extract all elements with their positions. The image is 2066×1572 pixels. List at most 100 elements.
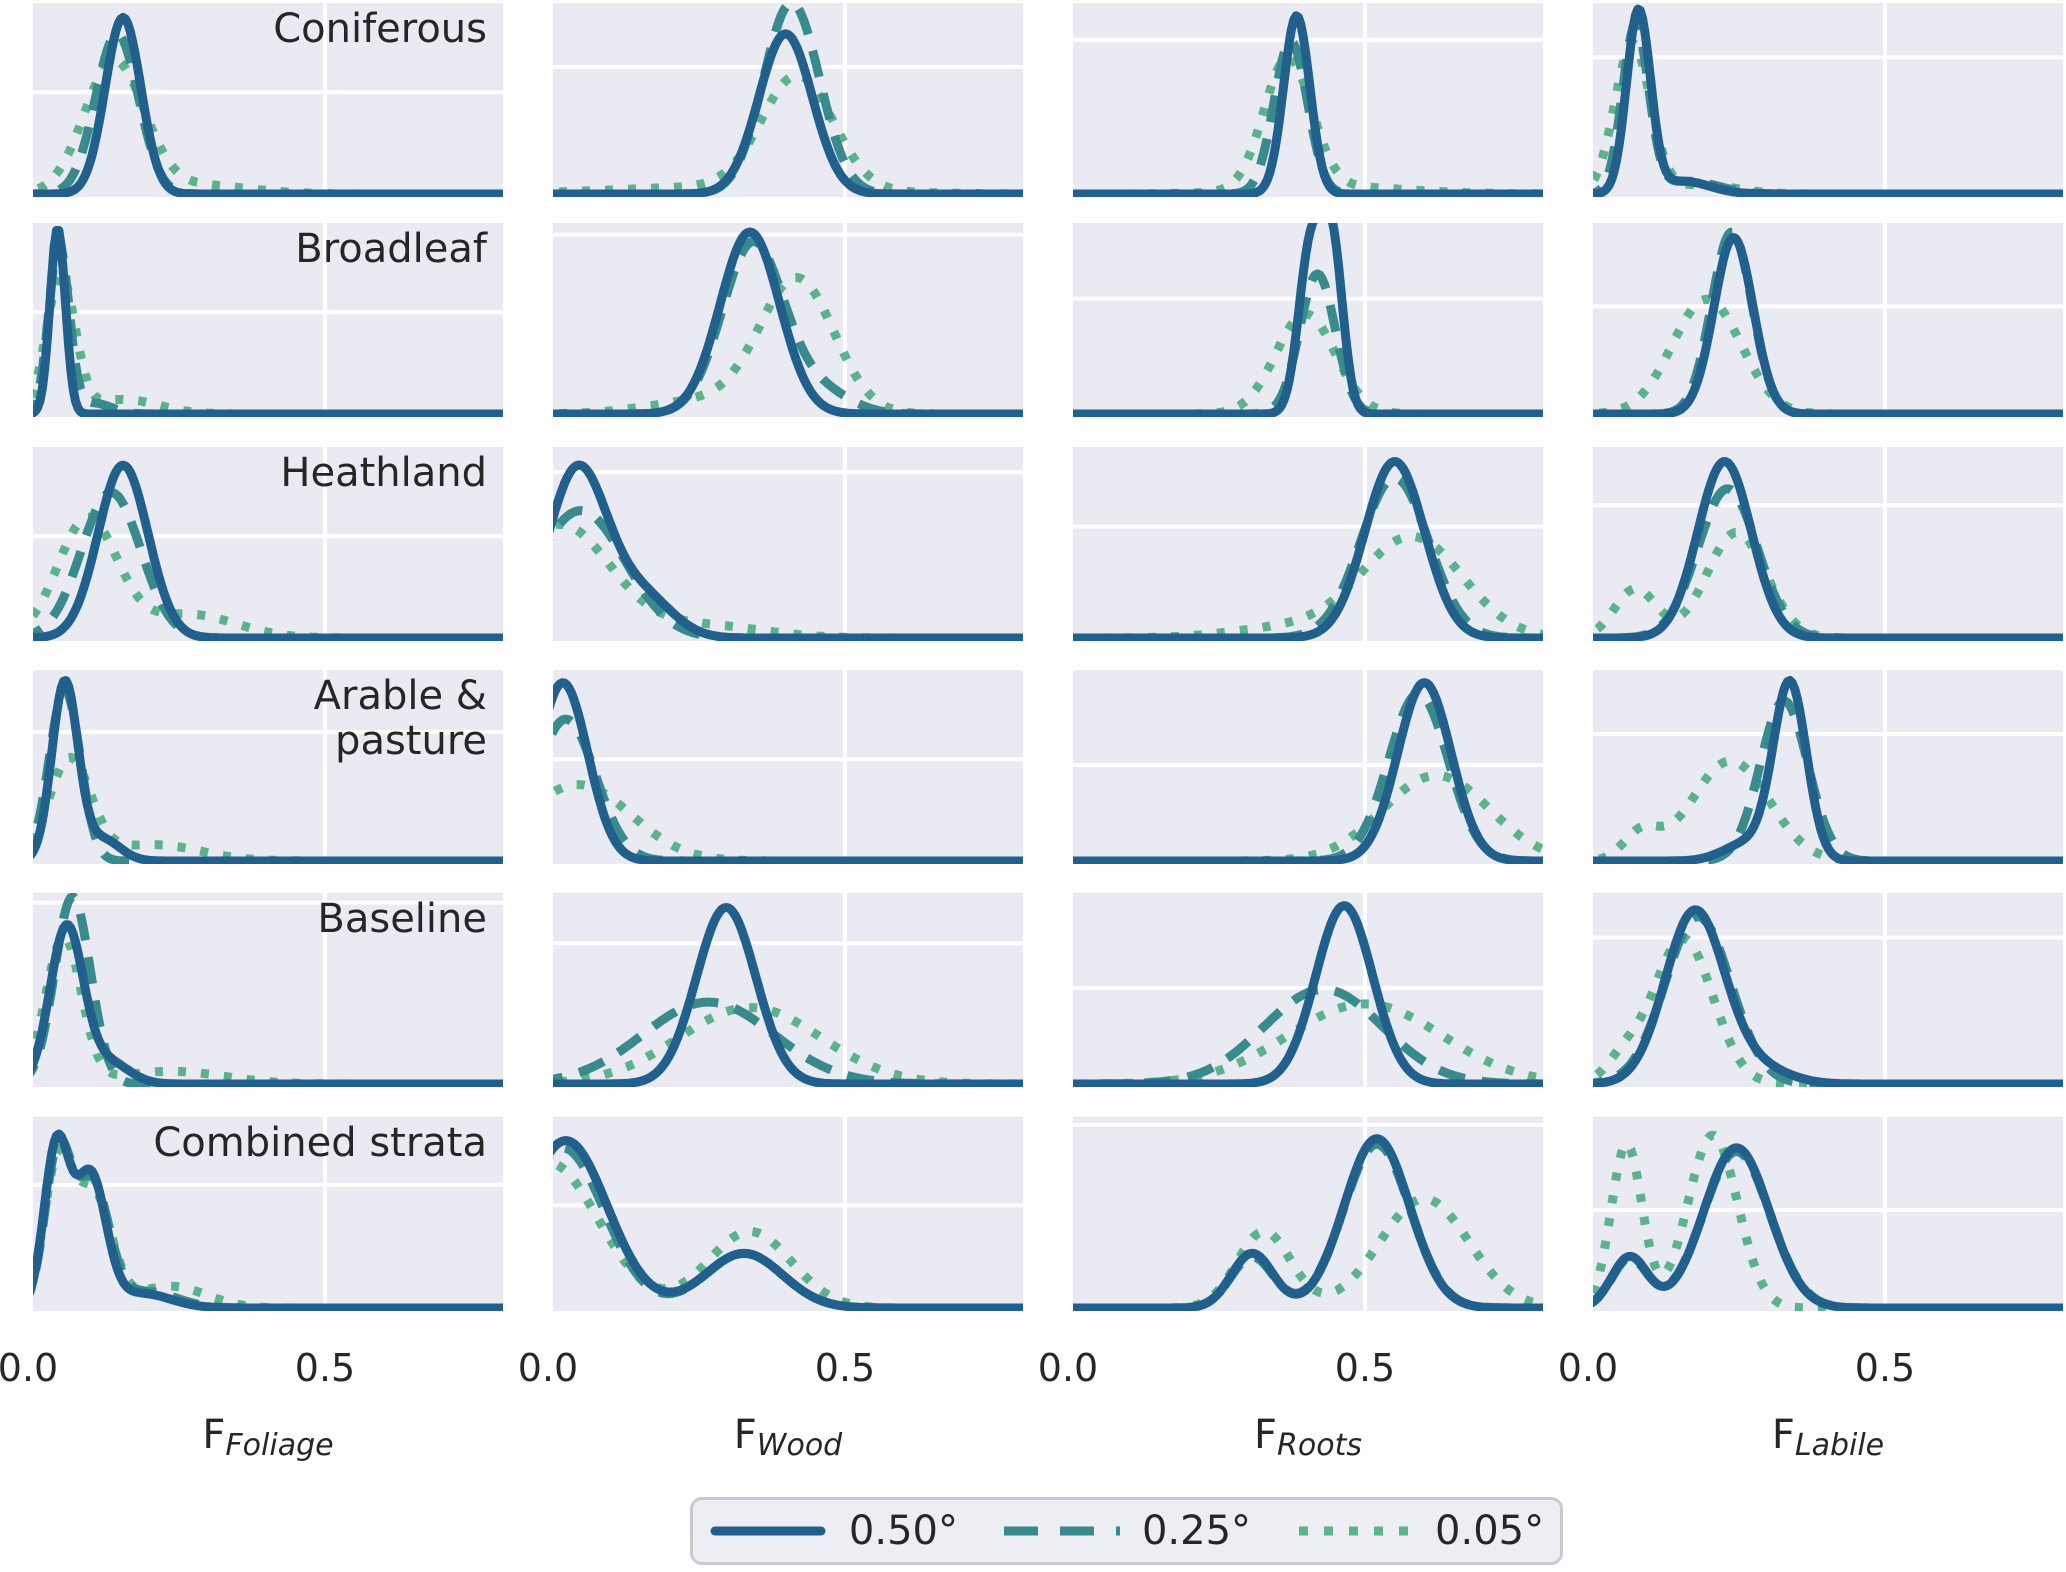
vertical-gridline-0_5 bbox=[1363, 893, 1367, 1087]
vertical-gridline-0_5 bbox=[1883, 3, 1887, 197]
vertical-gridline-0_5 bbox=[1883, 447, 1887, 641]
vertical-gridline-0_5 bbox=[843, 1117, 847, 1311]
horizontal-gridline bbox=[1593, 304, 2063, 309]
panel-broadleaf-f-wood bbox=[553, 223, 1023, 417]
panel-combined-strata-f-roots bbox=[1073, 1117, 1543, 1311]
x-tick-col4-0.5: 0.5 bbox=[1854, 1346, 1916, 1390]
panel-broadleaf-f-foliage: Broadleaf bbox=[33, 223, 503, 417]
panel-broadleaf-f-labile bbox=[1593, 223, 2063, 417]
kde-curve-solid bbox=[33, 676, 503, 864]
legend: 0.50° 0.25° 0.05° bbox=[690, 1497, 1563, 1565]
panel-combined-strata-f-labile bbox=[1593, 1117, 2063, 1311]
kde-curve-solid bbox=[553, 227, 1023, 417]
kde-curve-solid bbox=[33, 1129, 503, 1311]
vertical-gridline-0_5 bbox=[1363, 223, 1367, 417]
panel-baseline-f-wood bbox=[553, 893, 1023, 1087]
axis-label-subscript: Foliage bbox=[225, 1428, 334, 1463]
kde-curve-solid bbox=[1593, 905, 2063, 1087]
horizontal-gridline bbox=[33, 90, 503, 95]
vertical-gridline-0_5 bbox=[323, 223, 327, 417]
panel-arable-pasture-f-roots bbox=[1073, 670, 1543, 864]
horizontal-gridline bbox=[1073, 1122, 1543, 1127]
kde-curve-dashed bbox=[553, 997, 1023, 1087]
kde-curve-solid bbox=[1593, 4, 2063, 197]
axis-label-subscript: Wood bbox=[756, 1428, 843, 1463]
solid-line-icon bbox=[710, 1526, 826, 1536]
legend-label-005: 0.05° bbox=[1435, 1508, 1545, 1554]
x-tick-col3-0.0: 0.0 bbox=[1037, 1346, 1099, 1390]
x-tick-col3-0.5: 0.5 bbox=[1334, 1346, 1396, 1390]
column-label-f-wood: FWood bbox=[733, 1412, 842, 1463]
kde-curve-solid bbox=[553, 678, 1023, 864]
vertical-gridline-0_5 bbox=[323, 893, 327, 1087]
horizontal-gridline bbox=[33, 310, 503, 315]
axis-label-subscript: Labile bbox=[1794, 1428, 1885, 1463]
panel-coniferous-f-labile bbox=[1593, 3, 2063, 197]
horizontal-gridline bbox=[1593, 1208, 2063, 1213]
dotted-line-icon bbox=[1299, 1526, 1414, 1536]
kde-curve-dotted bbox=[1593, 933, 2063, 1087]
row-label-arable-pasture: Arable & pasture bbox=[313, 673, 487, 764]
legend-label-050: 0.50° bbox=[848, 1508, 958, 1554]
kde-curve-solid bbox=[33, 920, 503, 1087]
panel-heathland-f-wood bbox=[553, 447, 1023, 641]
horizontal-gridline bbox=[1593, 55, 2063, 60]
kde-curve-dotted bbox=[33, 932, 503, 1087]
axis-label-base: F bbox=[1771, 1412, 1795, 1458]
vertical-gridline-0_5 bbox=[323, 1117, 327, 1311]
kde-curve-dashed bbox=[1073, 269, 1543, 417]
panel-coniferous-f-wood bbox=[553, 3, 1023, 197]
kde-curve-solid bbox=[1593, 457, 2063, 641]
horizontal-gridline bbox=[33, 1182, 503, 1187]
horizontal-gridline bbox=[1593, 503, 2063, 508]
panel-combined-strata-f-foliage: Combined strata bbox=[33, 1117, 503, 1311]
x-tick-col4-0.0: 0.0 bbox=[1557, 1346, 1619, 1390]
kde-curve-solid bbox=[1073, 1134, 1543, 1311]
horizontal-gridline bbox=[553, 65, 1023, 69]
kde-curve-dotted bbox=[553, 519, 1023, 641]
kde-curve-solid bbox=[1073, 11, 1543, 197]
kde-curve-solid bbox=[553, 29, 1023, 197]
row-label-heathland: Heathland bbox=[280, 450, 487, 496]
vertical-gridline-0_5 bbox=[323, 447, 327, 641]
horizontal-gridline bbox=[1593, 935, 2063, 940]
dashed-line-icon bbox=[1003, 1526, 1120, 1536]
kde-curve-solid bbox=[33, 13, 503, 197]
kde-curve-solid bbox=[1593, 1143, 2063, 1311]
panel-coniferous-f-foliage: Coniferous bbox=[33, 3, 503, 197]
kde-curve-dashed bbox=[553, 714, 1023, 864]
column-label-f-foliage: FFoliage bbox=[202, 1412, 333, 1463]
legend-label-025: 0.25° bbox=[1141, 1508, 1252, 1554]
axis-label-base: F bbox=[1254, 1412, 1278, 1458]
row-label-coniferous: Coniferous bbox=[273, 6, 487, 52]
horizontal-gridline bbox=[553, 470, 1023, 475]
panel-baseline-f-foliage: Baseline bbox=[33, 893, 503, 1087]
kde-curve-solid bbox=[553, 460, 1023, 641]
x-tick-col1-0.5: 0.5 bbox=[294, 1346, 356, 1390]
kde-curve-solid bbox=[1073, 901, 1543, 1087]
kde-curve-dashed bbox=[1593, 696, 2063, 864]
kde-curve-solid bbox=[1593, 676, 2063, 864]
kde-curve-dotted bbox=[1073, 531, 1543, 641]
axis-label-base: F bbox=[733, 1412, 757, 1458]
row-label-baseline: Baseline bbox=[317, 896, 487, 942]
kde-curve-solid bbox=[1593, 233, 2063, 417]
kde-curve-solid bbox=[1073, 678, 1543, 864]
horizontal-gridline bbox=[1593, 732, 2063, 736]
kde-curve-solid bbox=[33, 226, 503, 417]
axis-label-subscript: Roots bbox=[1277, 1428, 1362, 1463]
horizontal-gridline bbox=[553, 941, 1023, 946]
vertical-gridline-0_5 bbox=[843, 3, 847, 197]
horizontal-gridline bbox=[33, 534, 503, 539]
horizontal-gridline bbox=[1073, 763, 1543, 768]
horizontal-gridline bbox=[33, 900, 503, 905]
horizontal-gridline bbox=[1073, 524, 1543, 529]
kde-curve-dotted bbox=[33, 752, 503, 864]
vertical-gridline-0_5 bbox=[843, 893, 847, 1087]
kde-curve-dotted bbox=[33, 512, 503, 641]
vertical-gridline-0_5 bbox=[1363, 1117, 1367, 1311]
panel-arable-pasture-f-foliage: Arable & pasture bbox=[33, 670, 503, 864]
row-label-broadleaf: Broadleaf bbox=[295, 226, 487, 272]
vertical-gridline-0_5 bbox=[1883, 1117, 1887, 1311]
